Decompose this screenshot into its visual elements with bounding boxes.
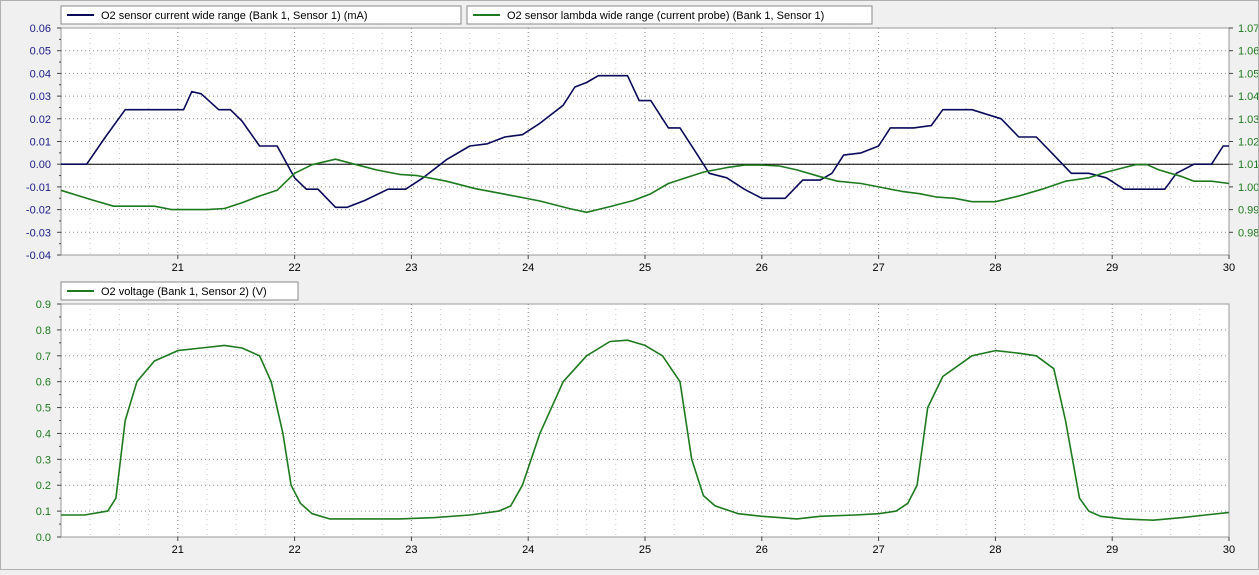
y-tick-label: 0.04 [30, 68, 51, 80]
y-tick-label: 0.3 [36, 454, 51, 466]
y-right-tick-label: 1.00 [1238, 182, 1259, 194]
x-tick-label: 24 [522, 544, 534, 556]
chart-1: 0.06 0.05 0.04 0.03 0.02 0.01 0.00 -0.01 -0.02 -0… [26, 5, 1259, 274]
x-tick-label: 23 [405, 544, 417, 556]
y-tick-label: 0.5 [36, 403, 51, 415]
x-tick-label: 25 [639, 262, 651, 274]
x-tick-label: 29 [1106, 544, 1118, 556]
x-tick-label: 28 [989, 262, 1001, 274]
y-tick-label: 0.0 [36, 532, 51, 544]
y-right-tick-label: 1.04 [1238, 91, 1259, 103]
legend-box [466, 5, 873, 25]
y-tick-label: 0.02 [30, 114, 51, 126]
legend: O2 voltage (Bank 1, Sensor 2) (V) [60, 281, 299, 301]
y-right-tick-label: 1.01 [1238, 159, 1259, 171]
x-tick-label: 24 [522, 262, 534, 274]
series-line-1 [61, 339, 1230, 522]
x-tick-label: 21 [172, 262, 184, 274]
y-tick-label: -0.02 [26, 205, 51, 217]
y-tick-label: 0.01 [30, 137, 51, 149]
y-tick-label: 0.8 [36, 325, 51, 337]
y-right-tick-label: 1.07 [1238, 23, 1259, 35]
legend-box [60, 5, 462, 25]
x-tick-label: 25 [639, 544, 651, 556]
legend-label: O2 sensor lambda wide range (current pro… [507, 10, 824, 22]
y-tick-label: 0.06 [30, 23, 51, 35]
series-line-2 [60, 158, 1230, 214]
x-tick-label: 30 [1223, 262, 1235, 274]
y-tick-label: -0.04 [26, 250, 51, 262]
y-right-tick-label: 1.03 [1238, 114, 1259, 126]
x-tick-label: 29 [1106, 262, 1118, 274]
x-tick-label: 28 [989, 544, 1001, 556]
y-tick-label: 0.6 [36, 377, 51, 389]
x-tick-label: 22 [288, 262, 300, 274]
y-right-tick-label: 0.99 [1238, 205, 1259, 217]
series-line-1 [61, 74, 1229, 209]
x-tick-label: 27 [872, 544, 884, 556]
x-tick-label: 26 [756, 544, 768, 556]
y-tick-label: -0.03 [26, 227, 51, 239]
x-tick-label: 22 [288, 544, 300, 556]
x-tick-label: 23 [405, 262, 417, 274]
y-right-tick-label: 0.98 [1238, 227, 1259, 239]
x-tick-label: 26 [756, 262, 768, 274]
y-tick-label: 0.4 [36, 428, 51, 440]
x-tick-label: 30 [1223, 544, 1235, 556]
y-right-tick-label: 1.06 [1238, 46, 1259, 58]
y-tick-label: 0.1 [36, 506, 51, 518]
x-tick-label: 27 [872, 262, 884, 274]
y-right-tick-label: 1.02 [1238, 137, 1259, 149]
y-tick-label: 0.00 [30, 159, 51, 171]
legend-label: O2 voltage (Bank 1, Sensor 2) (V) [101, 286, 267, 298]
chart-2: 0.9 0.8 0.7 0.6 0.5 0.4 0.3 0.2 0.1 0.0 21 22 23 24 25… [36, 281, 1235, 556]
x-tick-label: 21 [172, 544, 184, 556]
y-tick-label: 0.03 [30, 91, 51, 103]
y-tick-label: 0.9 [36, 299, 51, 311]
y-tick-label: 0.05 [30, 46, 51, 58]
legend: O2 sensor current wide range (Bank 1, Se… [60, 5, 873, 25]
y-tick-label: 0.2 [36, 480, 51, 492]
y-tick-label: -0.01 [26, 182, 51, 194]
legend-box [60, 281, 299, 301]
legend-label: O2 sensor current wide range (Bank 1, Se… [101, 10, 368, 22]
y-right-tick-label: 1.05 [1238, 68, 1259, 80]
y-tick-label: 0.7 [36, 351, 51, 363]
